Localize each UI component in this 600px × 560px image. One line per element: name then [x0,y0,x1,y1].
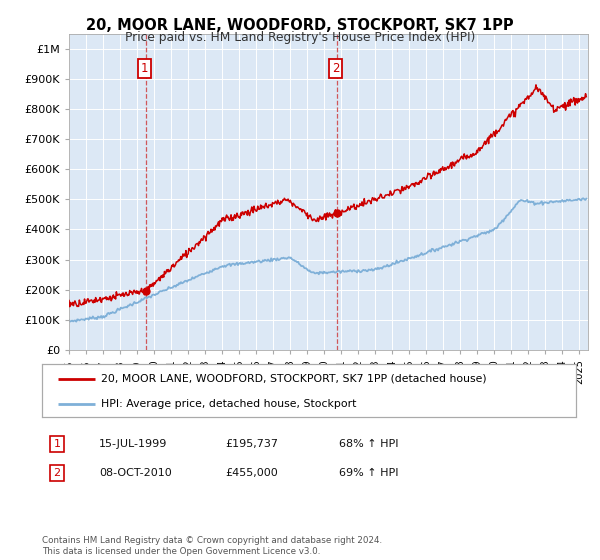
Text: Contains HM Land Registry data © Crown copyright and database right 2024.
This d: Contains HM Land Registry data © Crown c… [42,536,382,556]
Text: 20, MOOR LANE, WOODFORD, STOCKPORT, SK7 1PP: 20, MOOR LANE, WOODFORD, STOCKPORT, SK7 … [86,18,514,34]
Text: 68% ↑ HPI: 68% ↑ HPI [339,439,398,449]
Text: 2: 2 [53,468,61,478]
Text: 69% ↑ HPI: 69% ↑ HPI [339,468,398,478]
Text: HPI: Average price, detached house, Stockport: HPI: Average price, detached house, Stoc… [101,399,356,409]
Text: £195,737: £195,737 [225,439,278,449]
Text: 1: 1 [53,439,61,449]
Text: 20, MOOR LANE, WOODFORD, STOCKPORT, SK7 1PP (detached house): 20, MOOR LANE, WOODFORD, STOCKPORT, SK7 … [101,374,487,384]
Text: 15-JUL-1999: 15-JUL-1999 [99,439,167,449]
Text: 08-OCT-2010: 08-OCT-2010 [99,468,172,478]
Text: £455,000: £455,000 [225,468,278,478]
Text: Price paid vs. HM Land Registry's House Price Index (HPI): Price paid vs. HM Land Registry's House … [125,31,475,44]
Text: 1: 1 [141,62,148,74]
Text: 2: 2 [332,62,340,74]
